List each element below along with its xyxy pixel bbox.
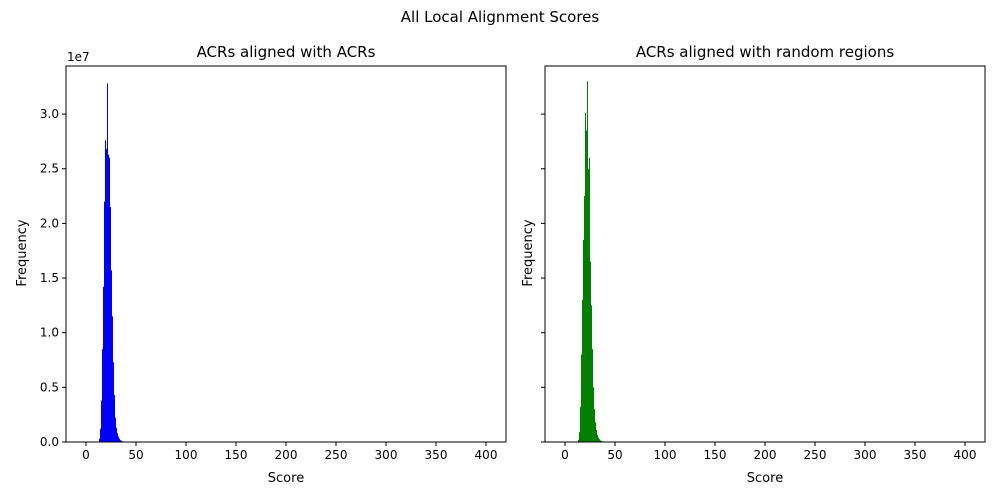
y-tick-label: 0.0: [40, 435, 59, 449]
histogram-bar: [593, 387, 594, 442]
y-tick-label: 0.5: [40, 380, 59, 394]
histogram-bars: [99, 83, 135, 443]
histogram-bar: [599, 439, 600, 442]
y-axis-label: Frequency: [15, 219, 30, 286]
histogram-bar: [101, 400, 102, 442]
x-tick-label: 400: [954, 448, 977, 462]
histogram-bar: [579, 432, 580, 442]
x-tick-label: 150: [704, 448, 727, 462]
y-tick-label: 2.0: [40, 216, 59, 230]
histogram-bar: [105, 140, 106, 442]
histogram-bar: [588, 168, 589, 443]
x-tick-label: 200: [275, 448, 298, 462]
x-tick-label: 300: [854, 448, 877, 462]
histogram-bar: [115, 417, 116, 442]
histogram-bar: [596, 429, 597, 442]
histogram-bar: [110, 207, 111, 442]
x-tick-label: 300: [375, 448, 398, 462]
chart-title: ACRs aligned with random regions: [636, 43, 895, 61]
histogram-bar: [583, 239, 584, 442]
plot-frame: [544, 65, 986, 443]
histogram-bar: [118, 436, 119, 442]
x-tick-label: 0: [82, 448, 90, 462]
x-tick-label: 350: [904, 448, 927, 462]
x-tick-label: 0: [561, 448, 569, 462]
x-tick-label: 50: [128, 448, 143, 462]
histogram-bar: [108, 154, 109, 442]
y-tick-label: 3.0: [40, 107, 59, 121]
x-tick-label: 400: [475, 448, 498, 462]
x-axis-label: Score: [268, 471, 304, 486]
histogram-bar: [117, 433, 118, 442]
histogram-bar: [106, 149, 107, 442]
histogram-bar: [586, 130, 587, 443]
x-tick-label: 50: [607, 448, 622, 462]
histogram-bar: [580, 407, 581, 442]
x-tick-label: 150: [225, 448, 248, 462]
histogram-bar: [116, 427, 117, 442]
histogram-bar: [119, 438, 120, 442]
x-tick-label: 250: [325, 448, 348, 462]
x-tick-label: 100: [175, 448, 198, 462]
plot-frame: [65, 65, 507, 443]
chart-title: ACRs aligned with ACRs: [197, 43, 376, 61]
histogram-bar: [585, 113, 586, 442]
y-tick-label: 2.5: [40, 162, 59, 176]
histogram-bar: [112, 316, 113, 442]
y-tick-label: 1.5: [40, 271, 59, 285]
histogram-bar: [581, 354, 582, 442]
histogram-bar: [582, 299, 583, 442]
histogram-bars: [578, 81, 614, 443]
chart-panel-acrs: ACRs aligned with ACRs 1e7 Frequency Sco…: [15, 43, 507, 486]
histogram-bar: [114, 395, 115, 442]
histogram-bar: [120, 440, 121, 442]
histogram-bar: [578, 439, 579, 442]
x-tick-label: 350: [425, 448, 448, 462]
histogram-bar: [111, 270, 112, 442]
histogram-bar: [103, 286, 104, 442]
histogram-bar: [594, 409, 595, 442]
histogram-bar: [121, 440, 122, 442]
histogram-bar: [587, 81, 588, 443]
x-axis-label: Score: [747, 471, 783, 486]
x-tick-label: 200: [754, 448, 777, 462]
histogram-bar: [100, 428, 101, 442]
histogram-bar: [600, 440, 601, 442]
histogram-bar: [589, 157, 590, 442]
histogram-bar: [584, 196, 585, 442]
chart-panel-random: ACRs aligned with random regions Frequen…: [521, 43, 986, 486]
histogram-bar: [104, 201, 105, 442]
histogram-bar: [109, 157, 110, 442]
histogram-bar: [107, 83, 108, 443]
histogram-bar: [597, 434, 598, 442]
histogram-bar: [595, 422, 596, 442]
histogram-bar: [113, 362, 114, 442]
figure-title: All Local Alignment Scores: [401, 8, 600, 26]
axis-ticks: 0 50 100 150 200 250 300 350 400: [541, 113, 977, 462]
x-tick-label: 100: [654, 448, 677, 462]
histogram-bar: [592, 349, 593, 442]
y-tick-label: 1.0: [40, 326, 59, 340]
y-axis-label: Frequency: [521, 219, 536, 286]
histogram-bar: [102, 349, 103, 442]
x-tick-label: 250: [804, 448, 827, 462]
histogram-bar: [598, 437, 599, 442]
histogram-bar: [591, 305, 592, 442]
histogram-bar: [99, 438, 100, 442]
histogram-bar: [590, 261, 591, 442]
axis-ticks: 0 50 100 150 200 250 300 350 400 0.0 0.5 1.0 1.5 2.0 2…: [40, 107, 498, 462]
y-offset-label: 1e7: [67, 50, 90, 64]
